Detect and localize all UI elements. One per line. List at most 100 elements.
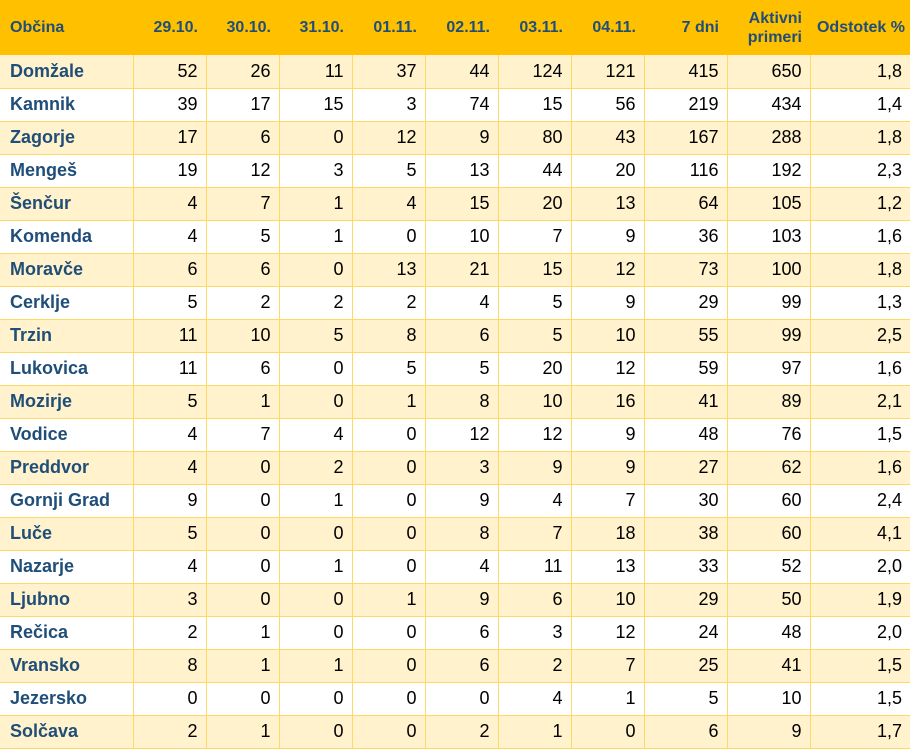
cell-obcina: Vodice [0, 418, 134, 452]
cell-day: 13 [352, 253, 426, 287]
cell-aktivni-primeri: 288 [727, 121, 811, 155]
cell-day: 1 [498, 715, 572, 749]
cell-day: 9 [571, 418, 645, 452]
cell-day: 0 [279, 352, 353, 386]
cell-day: 4 [133, 220, 207, 254]
cell-odstotek: 1,8 [810, 253, 910, 287]
cell-odstotek: 2,1 [810, 385, 910, 419]
cell-day: 0 [352, 715, 426, 749]
cell-day: 1 [206, 649, 280, 683]
table-row: Ljubno 3 0 0 1 9 6 10 29 50 1,9 [0, 583, 910, 617]
cell-odstotek: 2,0 [810, 550, 910, 584]
cell-obcina: Mengeš [0, 154, 134, 188]
cell-day: 2 [279, 286, 353, 320]
cell-7-dni: 415 [644, 55, 728, 89]
cell-day: 0 [279, 715, 353, 749]
cell-day: 5 [133, 286, 207, 320]
cell-day: 6 [425, 649, 499, 683]
cell-odstotek: 1,8 [810, 55, 910, 89]
cell-day: 52 [133, 55, 207, 89]
cell-day: 7 [571, 484, 645, 518]
table-row: Moravče 6 6 0 13 21 15 12 73 100 1,8 [0, 253, 910, 287]
cell-day: 56 [571, 88, 645, 122]
table-row: Šenčur 4 7 1 4 15 20 13 64 105 1,2 [0, 187, 910, 221]
cell-day: 9 [133, 484, 207, 518]
cell-odstotek: 1,4 [810, 88, 910, 122]
cell-day: 7 [206, 187, 280, 221]
cell-aktivni-primeri: 99 [727, 286, 811, 320]
cell-day: 16 [571, 385, 645, 419]
table-row: Mengeš 19 12 3 5 13 44 20 116 192 2,3 [0, 154, 910, 188]
cell-aktivni-primeri: 89 [727, 385, 811, 419]
cell-7-dni: 73 [644, 253, 728, 287]
cell-aktivni-primeri: 62 [727, 451, 811, 485]
cell-aktivni-primeri: 100 [727, 253, 811, 287]
cell-day: 13 [571, 187, 645, 221]
header-odstotek: Odstotek % [810, 0, 910, 55]
cell-odstotek: 1,9 [810, 583, 910, 617]
cell-day: 2 [133, 616, 207, 650]
cell-odstotek: 1,6 [810, 451, 910, 485]
table-row: Mozirje 5 1 0 1 8 10 16 41 89 2,1 [0, 385, 910, 419]
cell-aktivni-primeri: 9 [727, 715, 811, 749]
cell-day: 4 [352, 187, 426, 221]
cell-7-dni: 29 [644, 286, 728, 320]
cell-day: 6 [133, 253, 207, 287]
cell-aktivni-primeri: 99 [727, 319, 811, 353]
cell-day: 12 [571, 616, 645, 650]
cell-day: 10 [425, 220, 499, 254]
cell-obcina: Kamnik [0, 88, 134, 122]
cell-day: 9 [425, 121, 499, 155]
cell-day: 0 [279, 253, 353, 287]
cell-aktivni-primeri: 192 [727, 154, 811, 188]
cell-odstotek: 1,6 [810, 352, 910, 386]
cell-day: 10 [206, 319, 280, 353]
cell-day: 0 [352, 517, 426, 551]
cell-aktivni-primeri: 52 [727, 550, 811, 584]
cell-aktivni-primeri: 50 [727, 583, 811, 617]
cell-day: 4 [498, 682, 572, 716]
cell-day: 17 [133, 121, 207, 155]
header-day: 30.10. [206, 0, 279, 55]
header-day: 01.11. [352, 0, 425, 55]
table-row: Kamnik 39 17 15 3 74 15 56 219 434 1,4 [0, 88, 910, 122]
cell-7-dni: 48 [644, 418, 728, 452]
cell-obcina: Šenčur [0, 187, 134, 221]
cell-day: 6 [425, 616, 499, 650]
cell-obcina: Rečica [0, 616, 134, 650]
table-row: Zagorje 17 6 0 12 9 80 43 167 288 1,8 [0, 121, 910, 155]
header-obcina: Občina [0, 0, 133, 55]
cell-obcina: Cerklje [0, 286, 134, 320]
cell-day: 3 [352, 88, 426, 122]
cell-aktivni-primeri: 105 [727, 187, 811, 221]
cell-day: 10 [498, 385, 572, 419]
cell-7-dni: 55 [644, 319, 728, 353]
cell-7-dni: 64 [644, 187, 728, 221]
header-day: 31.10. [279, 0, 352, 55]
cell-obcina: Jezersko [0, 682, 134, 716]
table-row: Luče 5 0 0 0 8 7 18 38 60 4,1 [0, 517, 910, 551]
cell-7-dni: 116 [644, 154, 728, 188]
cell-day: 3 [133, 583, 207, 617]
cell-obcina: Ljubno [0, 583, 134, 617]
cell-obcina: Vransko [0, 649, 134, 683]
cell-obcina: Lukovica [0, 352, 134, 386]
cell-day: 10 [571, 583, 645, 617]
cell-odstotek: 1,5 [810, 649, 910, 683]
cell-day: 121 [571, 55, 645, 89]
cell-obcina: Trzin [0, 319, 134, 353]
cell-day: 0 [352, 484, 426, 518]
cell-odstotek: 2,4 [810, 484, 910, 518]
cell-day: 0 [352, 682, 426, 716]
cell-day: 1 [352, 583, 426, 617]
cell-aktivni-primeri: 650 [727, 55, 811, 89]
cell-obcina: Domžale [0, 55, 134, 89]
cell-day: 17 [206, 88, 280, 122]
cell-aktivni-primeri: 97 [727, 352, 811, 386]
cell-odstotek: 2,5 [810, 319, 910, 353]
cell-day: 37 [352, 55, 426, 89]
cell-day: 20 [571, 154, 645, 188]
cell-day: 1 [352, 385, 426, 419]
cell-obcina: Solčava [0, 715, 134, 749]
cell-day: 0 [352, 616, 426, 650]
